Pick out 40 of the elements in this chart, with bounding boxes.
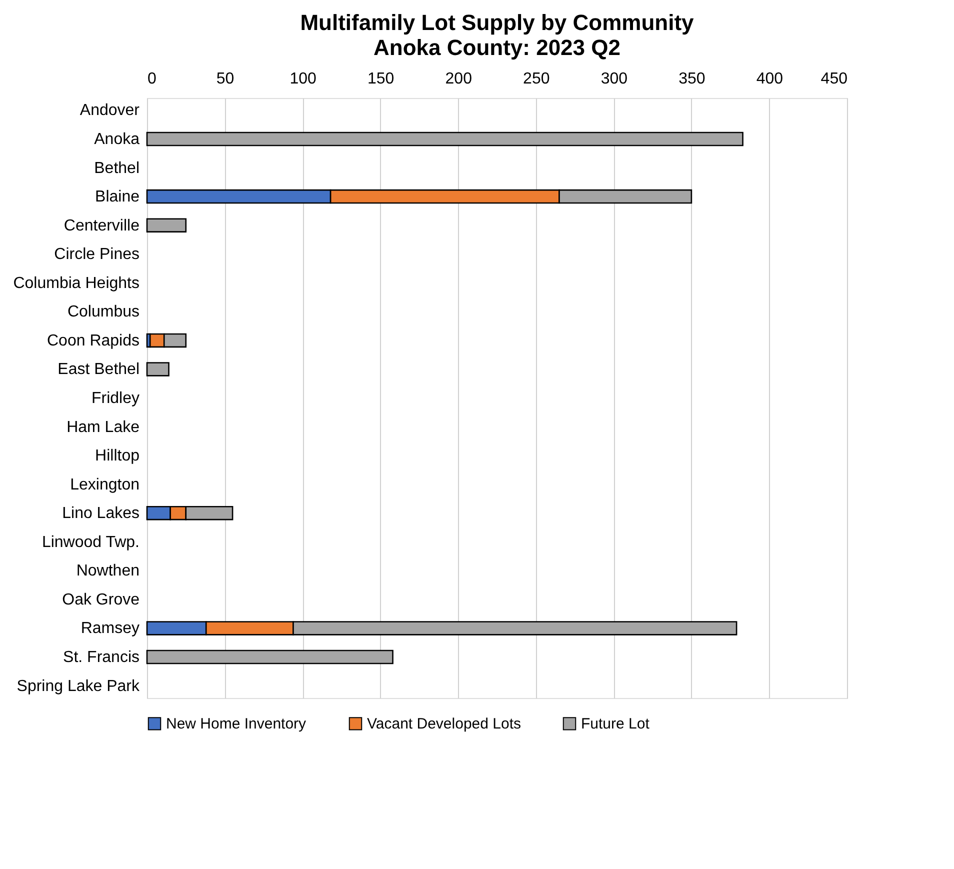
x-tick-label: 450 [820,70,848,88]
x-tick-label: 300 [600,70,628,88]
legend-label: Future Lot [581,716,650,733]
y-tick-label: Bethel [94,160,140,177]
y-tick-label: Centerville [64,217,140,234]
y-tick-label: Nowthen [76,562,140,580]
y-tick-label: Coon Rapids [47,332,140,350]
y-tick-label: Columbus [67,304,140,321]
y-tick-label: Linwood Twp. [42,534,140,551]
x-tick-label: 100 [290,70,316,88]
x-tick-label: 0 [148,70,156,88]
y-tick-label: Blaine [95,188,140,206]
y-tick-label: Lexington [70,476,140,494]
y-tick-label: Anoka [94,131,140,148]
chart-subtitle: Anoka County: 2023 Q2 [374,35,620,60]
y-tick-label: Spring Lake Park [16,678,140,695]
y-tick-label: St. Francis [63,648,140,666]
y-tick-label: Andover [80,102,140,120]
legend-label: Vacant Developed Lots [367,716,521,733]
x-tick-label: 400 [756,70,784,88]
x-tick-label: 350 [678,70,706,88]
bar [146,132,744,146]
legend-label: New Home Inventory [166,716,307,733]
bar [146,650,394,664]
y-tick-label: Hilltop [95,448,140,465]
y-tick-label: Ramsey [80,620,140,638]
bar [146,218,187,232]
x-tick-label: 150 [367,70,394,88]
x-tick-label: 200 [445,70,472,88]
y-tick-label: Columbia Heights [13,274,140,292]
x-tick-label: 250 [523,70,550,88]
chart-title: Multifamily Lot Supply by Community [300,10,695,35]
x-tick-label: 50 [216,70,234,88]
bar [146,362,170,376]
y-tick-label: Lino Lakes [62,505,140,522]
y-tick-label: Oak Grove [62,591,140,608]
y-tick-label: Fridley [91,390,140,407]
y-tick-label: Ham Lake [66,418,140,436]
y-tick-label: East Bethel [58,361,140,378]
y-tick-label: Circle Pines [54,246,140,264]
